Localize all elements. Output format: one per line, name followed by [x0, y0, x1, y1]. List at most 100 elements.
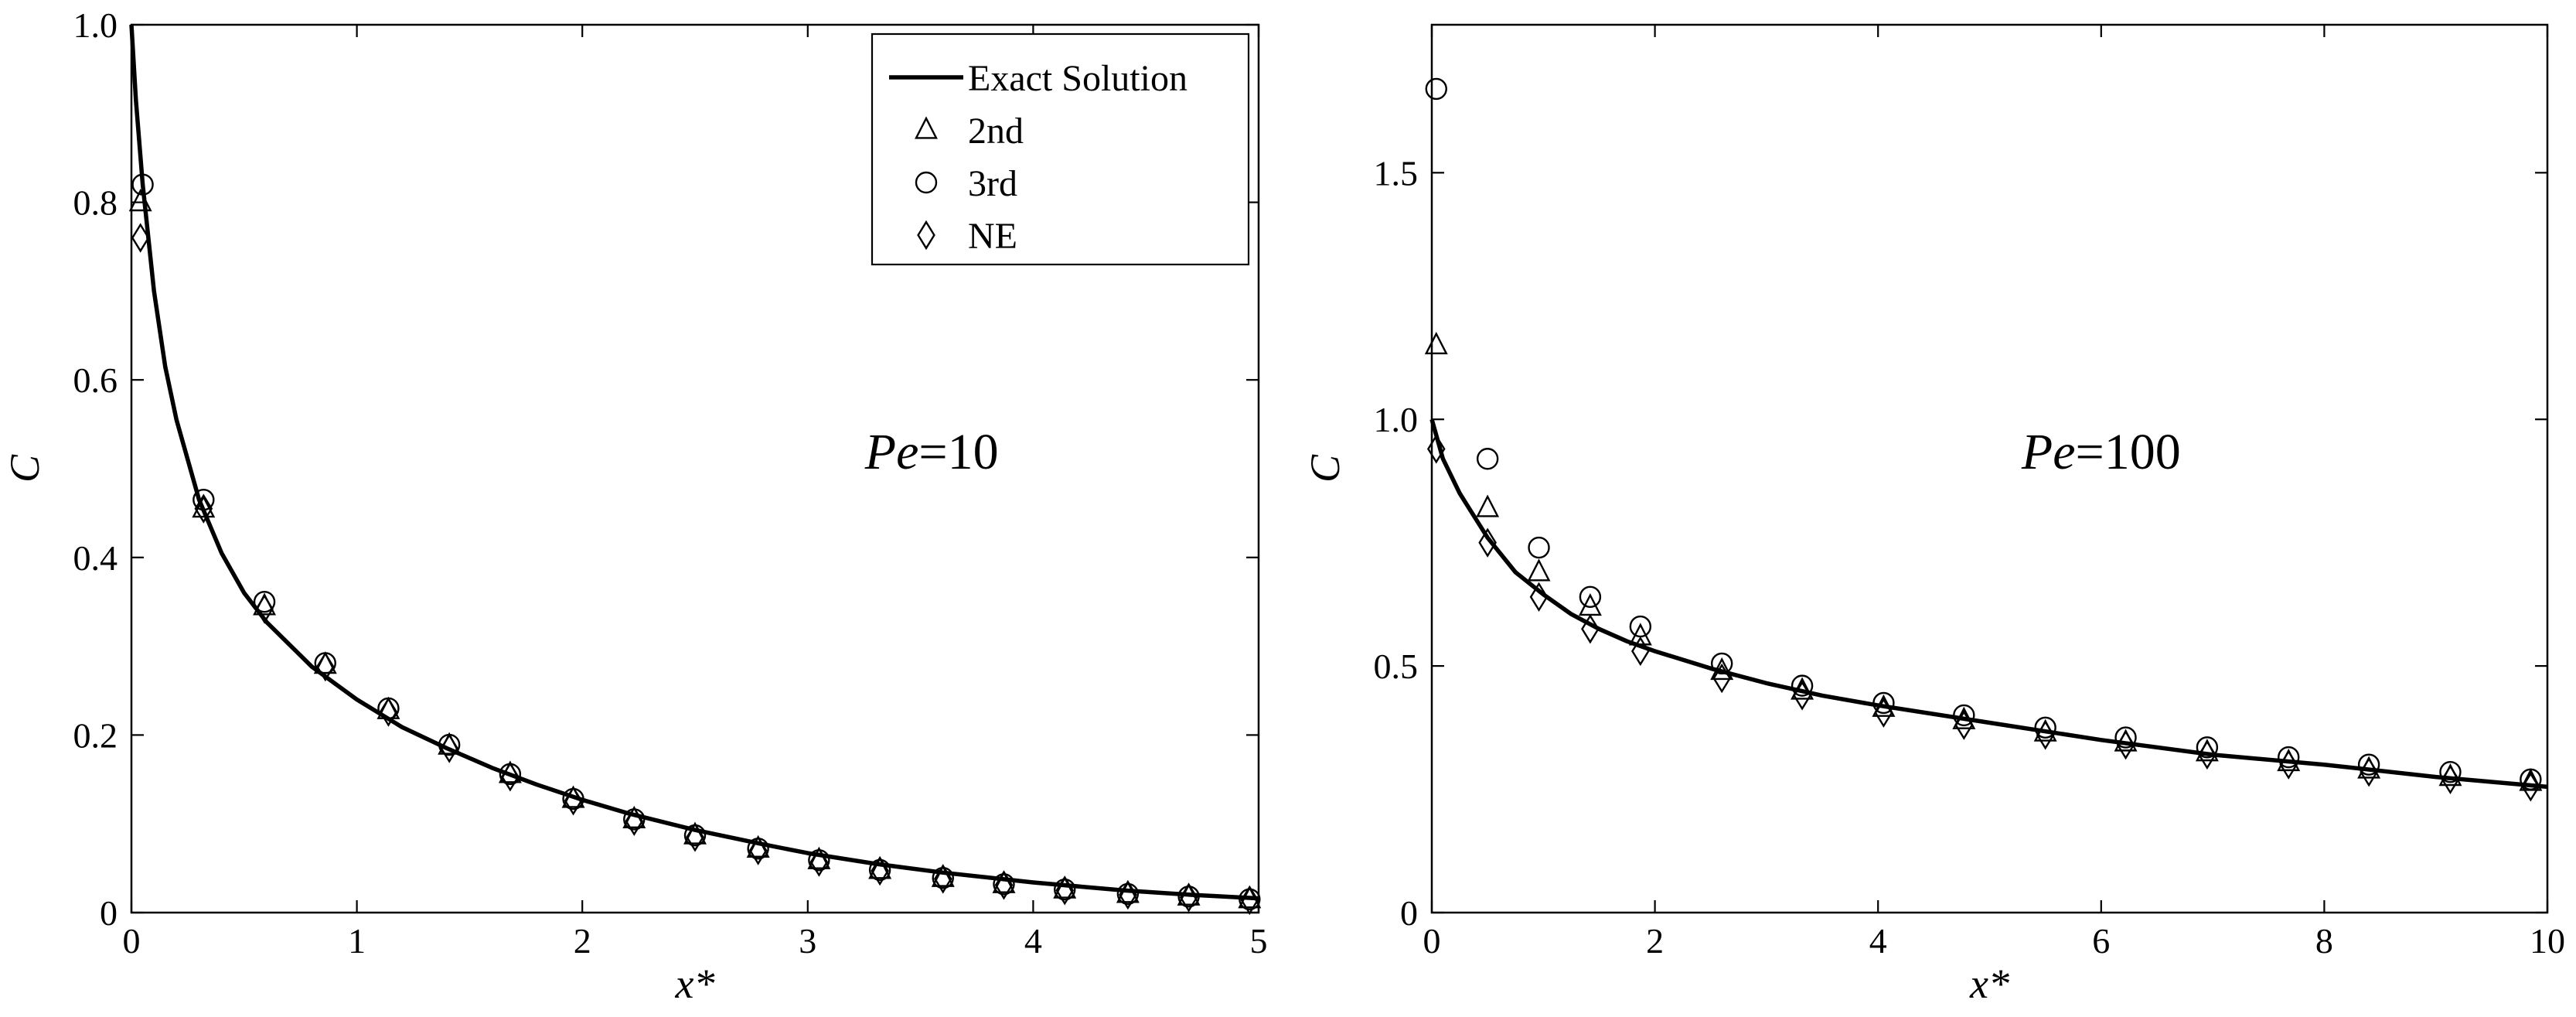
- diamond-marker: [748, 835, 768, 865]
- triangle-marker: [1116, 880, 1140, 903]
- circle-marker: [1791, 674, 1814, 697]
- diamond-marker: [2116, 729, 2135, 760]
- circle-marker: [2520, 768, 2542, 790]
- circle-marker: [314, 652, 336, 674]
- diamond-marker: [2198, 739, 2217, 770]
- diamond-marker: [194, 493, 213, 524]
- legend-label: 2nd: [968, 111, 1024, 152]
- diamond-marker: [501, 762, 520, 792]
- diamond-marker: [1874, 698, 1893, 728]
- pe-value: =100: [2075, 424, 2180, 480]
- diamond-marker: [2279, 749, 2298, 780]
- x-tick-label: 6: [2092, 921, 2110, 961]
- y-tick-label: 0.5: [1374, 647, 1419, 686]
- circle-marker: [1528, 536, 1550, 559]
- triangle-marker: [992, 870, 1016, 893]
- series-3rd: [131, 173, 1261, 910]
- circle-marker: [1239, 888, 1261, 910]
- diamond-marker: [2521, 772, 2540, 802]
- y-tick-label: 1.5: [1374, 153, 1419, 193]
- triangle-marker: [1424, 331, 1448, 355]
- triangle-marker: [1238, 886, 1262, 909]
- y-axis-label: C: [1302, 454, 1348, 483]
- circle-marker: [193, 488, 215, 511]
- chart-panel-pe100: 0 2 4 6 8 10 0 0.5 1.0 1.5 x* C Pe=100: [1302, 23, 2565, 1007]
- diamond-marker: [1581, 614, 1600, 644]
- circle-marker: [1710, 652, 1733, 675]
- diamond-marker: [1240, 885, 1259, 916]
- y-tick-label: 0.2: [73, 715, 118, 755]
- circle-marker: [1476, 448, 1499, 470]
- diamond-marker: [2360, 757, 2378, 787]
- plot-frame: [130, 23, 1260, 914]
- diamond-marker: [1478, 527, 1497, 558]
- exact-solution-line: [1429, 418, 2548, 790]
- circle-marker: [2439, 761, 2462, 783]
- y-tick-label: 0.4: [73, 538, 118, 578]
- circle-marker: [1177, 886, 1200, 908]
- diamond-marker: [1119, 879, 1137, 910]
- x-tick-label: 8: [2315, 921, 2333, 961]
- triangle-marker: [1527, 558, 1551, 582]
- x-tick-label: 10: [2530, 921, 2565, 961]
- circle-marker: [1054, 878, 1076, 901]
- triangle-marker: [1872, 694, 1896, 717]
- triangle-marker: [1476, 494, 1500, 517]
- x-tick-label: 0: [1423, 921, 1441, 961]
- x-axis-label: x*: [1969, 961, 2009, 1007]
- circle-marker: [868, 858, 891, 882]
- circle-marker: [932, 867, 954, 889]
- diamond-marker: [994, 870, 1014, 900]
- diamond-marker: [1954, 710, 1974, 740]
- legend-label: NE: [968, 216, 1017, 257]
- circle-marker: [2357, 753, 2380, 776]
- series-ne: [131, 223, 1259, 916]
- triangle-marker: [1952, 706, 1976, 729]
- y-tick-label: 0: [100, 893, 118, 933]
- plot-frame: [1430, 23, 2549, 914]
- x-tick-label: 1: [348, 921, 366, 961]
- diamond-marker: [2441, 764, 2460, 794]
- diamond-marker: [1631, 636, 1650, 667]
- legend-diamond-swatch: [917, 220, 935, 251]
- diamond-marker: [1529, 582, 1549, 613]
- diamond-marker: [933, 864, 952, 894]
- circle-marker: [131, 173, 154, 196]
- y-axis-label: C: [2, 454, 48, 483]
- circle-marker: [2278, 746, 2300, 769]
- triangle-marker: [192, 495, 216, 518]
- triangle-marker: [1791, 677, 1814, 700]
- x-tick-label: 4: [1869, 921, 1887, 961]
- legend: Exact Solution 2nd 3rd NE: [871, 32, 1250, 266]
- exact-solution-line: [129, 24, 1259, 901]
- x-tick-label: 5: [1250, 921, 1268, 961]
- triangle-marker: [128, 189, 152, 212]
- diamond-marker: [625, 806, 644, 836]
- diamond-marker: [686, 822, 704, 852]
- diamond-marker: [440, 733, 458, 763]
- circle-marker: [1425, 77, 1447, 101]
- triangle-marker: [1177, 882, 1201, 906]
- diamond-marker: [1426, 434, 1446, 464]
- circle-marker: [253, 591, 276, 613]
- diamond-marker: [1712, 663, 1731, 694]
- pe-symbol: Pe: [2021, 424, 2076, 480]
- diamond-marker: [1055, 875, 1075, 906]
- y-tick-label: 0.8: [73, 183, 118, 223]
- triangle-marker: [931, 864, 955, 887]
- circle-marker: [2034, 716, 2056, 739]
- y-tick-label: 0: [1400, 893, 1418, 933]
- diamond-marker: [871, 855, 889, 886]
- series-3rd: [1425, 77, 2542, 790]
- circle-marker: [2196, 736, 2219, 759]
- diamond-marker: [315, 651, 335, 682]
- diamond-marker: [2036, 720, 2055, 750]
- y-tick-label: 1.0: [73, 5, 118, 45]
- triangle-marker: [868, 856, 892, 879]
- pe-value: =10: [918, 424, 998, 480]
- legend-label: 3rd: [968, 163, 1017, 204]
- triangle-marker: [1053, 875, 1077, 899]
- x-tick-label: 4: [1024, 921, 1042, 961]
- x-tick-label: 3: [799, 921, 816, 961]
